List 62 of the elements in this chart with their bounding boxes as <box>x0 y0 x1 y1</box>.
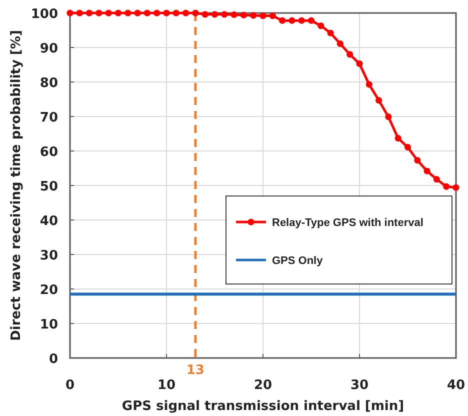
point <box>230 11 238 18</box>
legend-label: GPS Only <box>272 255 324 267</box>
point <box>288 17 296 24</box>
point <box>134 10 141 16</box>
point <box>346 51 354 58</box>
y-tick-label: 40 <box>40 214 58 229</box>
point <box>76 10 83 16</box>
y-tick-label: 70 <box>40 110 58 126</box>
point <box>376 96 382 104</box>
x-tick-label: 0 <box>65 378 75 393</box>
y-tick-label: 100 <box>30 7 58 22</box>
point <box>124 10 132 16</box>
y-tick-label: 90 <box>40 42 58 56</box>
x-tick-label: 10 <box>157 378 176 393</box>
y-tick-label: 10 <box>40 318 58 332</box>
point <box>308 17 315 24</box>
point <box>279 17 286 24</box>
point <box>433 176 440 183</box>
point <box>366 81 372 88</box>
point <box>269 12 276 20</box>
point <box>202 11 208 18</box>
point <box>318 22 324 30</box>
point <box>211 11 218 18</box>
x-tick-label: 20 <box>254 378 272 393</box>
y-tick-label: 0 <box>48 352 58 367</box>
y-axis-title: Direct wave receiving time probability [%] <box>9 30 24 341</box>
ref-line-label: 13 <box>186 363 204 378</box>
point <box>114 10 122 16</box>
point <box>182 10 190 16</box>
x-tick-label: 40 <box>446 378 466 393</box>
y-tick-label: 50 <box>40 180 58 194</box>
point <box>356 60 363 68</box>
point <box>240 12 247 18</box>
y-tick-label: 20 <box>40 283 58 298</box>
point <box>163 10 170 16</box>
point <box>414 157 421 164</box>
point <box>144 10 150 16</box>
point <box>96 10 102 16</box>
point <box>105 10 112 16</box>
point <box>385 114 392 120</box>
point <box>424 168 430 174</box>
x-tick-label: 30 <box>350 378 369 393</box>
y-tick-label: 80 <box>40 76 58 91</box>
point <box>298 17 305 24</box>
point <box>221 11 228 18</box>
point <box>66 10 74 16</box>
point <box>260 12 266 20</box>
y-tick-label: 60 <box>40 145 58 160</box>
point <box>86 10 93 16</box>
point <box>192 10 199 16</box>
point <box>172 10 180 16</box>
point <box>394 134 402 142</box>
point <box>154 10 160 16</box>
legend-label: Relay-Type GPS with interval <box>272 217 424 229</box>
point <box>250 12 257 19</box>
y-tick-label: 30 <box>40 248 58 264</box>
point <box>443 183 450 190</box>
x-axis-title: GPS signal transmission interval [min] <box>122 399 404 414</box>
point <box>404 144 412 151</box>
point <box>327 30 334 36</box>
point <box>452 184 460 191</box>
point <box>336 40 344 48</box>
